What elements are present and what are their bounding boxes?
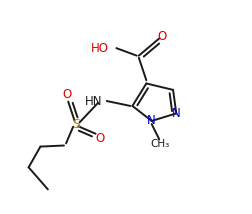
Text: O: O <box>158 30 167 43</box>
Text: HO: HO <box>91 42 109 55</box>
Text: N: N <box>147 114 156 127</box>
Text: O: O <box>96 132 105 144</box>
Text: CH₃: CH₃ <box>151 140 170 149</box>
Text: HN: HN <box>85 95 103 107</box>
Text: N: N <box>172 107 181 120</box>
Text: S: S <box>72 118 80 131</box>
Text: O: O <box>62 88 72 101</box>
